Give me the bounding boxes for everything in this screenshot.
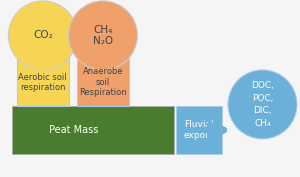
- Text: Peat Mass: Peat Mass: [49, 125, 98, 135]
- FancyBboxPatch shape: [76, 58, 129, 106]
- FancyBboxPatch shape: [176, 106, 222, 154]
- Text: DOC,
POC,
DIC,
CH₄: DOC, POC, DIC, CH₄: [251, 81, 274, 128]
- Text: CH₄
N₂O: CH₄ N₂O: [93, 25, 113, 46]
- Text: Aerobic soil
respiration: Aerobic soil respiration: [18, 73, 67, 92]
- Ellipse shape: [228, 70, 297, 139]
- FancyBboxPatch shape: [12, 106, 174, 154]
- Ellipse shape: [68, 1, 137, 70]
- Text: Anaerobe
soil
Respiration: Anaerobe soil Respiration: [79, 67, 127, 97]
- FancyBboxPatch shape: [16, 58, 69, 106]
- Ellipse shape: [8, 1, 77, 70]
- Text: Fluvial
export: Fluvial export: [184, 120, 214, 140]
- Text: CO₂: CO₂: [33, 30, 53, 40]
